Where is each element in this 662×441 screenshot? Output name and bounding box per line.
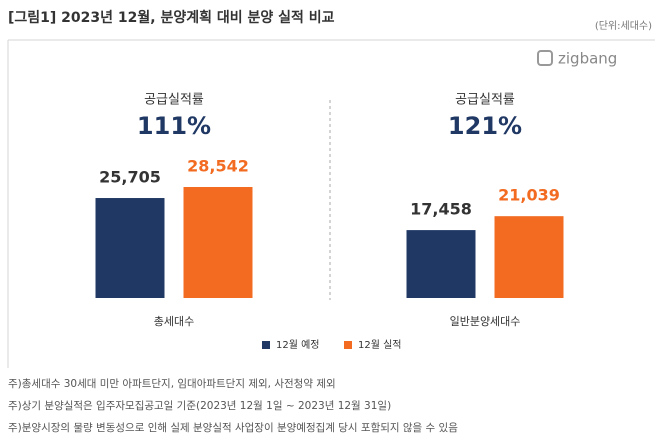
annotation-value: 121% xyxy=(448,112,522,140)
legend-label: 12월 예정 xyxy=(276,339,320,351)
legend-swatch xyxy=(344,341,352,349)
annotation-label: 공급실적률 xyxy=(455,93,515,108)
value-label: 28,542 xyxy=(187,157,249,176)
legend-label: 12월 실적 xyxy=(358,339,402,351)
annotation-value: 111% xyxy=(137,112,211,140)
value-label: 25,705 xyxy=(99,168,161,187)
frame xyxy=(7,39,655,368)
chart-title: [그림1] 2023년 12월, 분양계획 대비 분양 실적 비교 xyxy=(8,9,335,26)
footnote: 주)상기 분양실적은 입주자모집공고일 기준(2023년 12월 1일 ~ 20… xyxy=(8,399,391,412)
bar xyxy=(183,187,253,298)
annotation-label: 공급실적률 xyxy=(144,93,204,108)
value-label: 17,458 xyxy=(410,200,472,219)
unit-label: (단위:세대수) xyxy=(595,19,652,32)
legend-swatch xyxy=(262,341,270,349)
footnote: 주)분양시장의 물량 변동성으로 인해 실제 분양실적 사업장이 분양예정집계 … xyxy=(8,421,458,434)
logo-icon xyxy=(537,50,553,66)
bar xyxy=(494,216,564,298)
footnote: 주)총세대수 30세대 미만 아파트단지, 임대아파트단지 제외, 사전청약 제… xyxy=(8,377,336,390)
bar xyxy=(406,230,476,298)
logo: zigbang xyxy=(558,50,617,68)
value-label: 21,039 xyxy=(498,186,560,205)
bar xyxy=(95,198,165,298)
x-tick-label: 총세대수 xyxy=(154,315,194,328)
x-tick-label: 일반분양세대수 xyxy=(450,314,521,328)
